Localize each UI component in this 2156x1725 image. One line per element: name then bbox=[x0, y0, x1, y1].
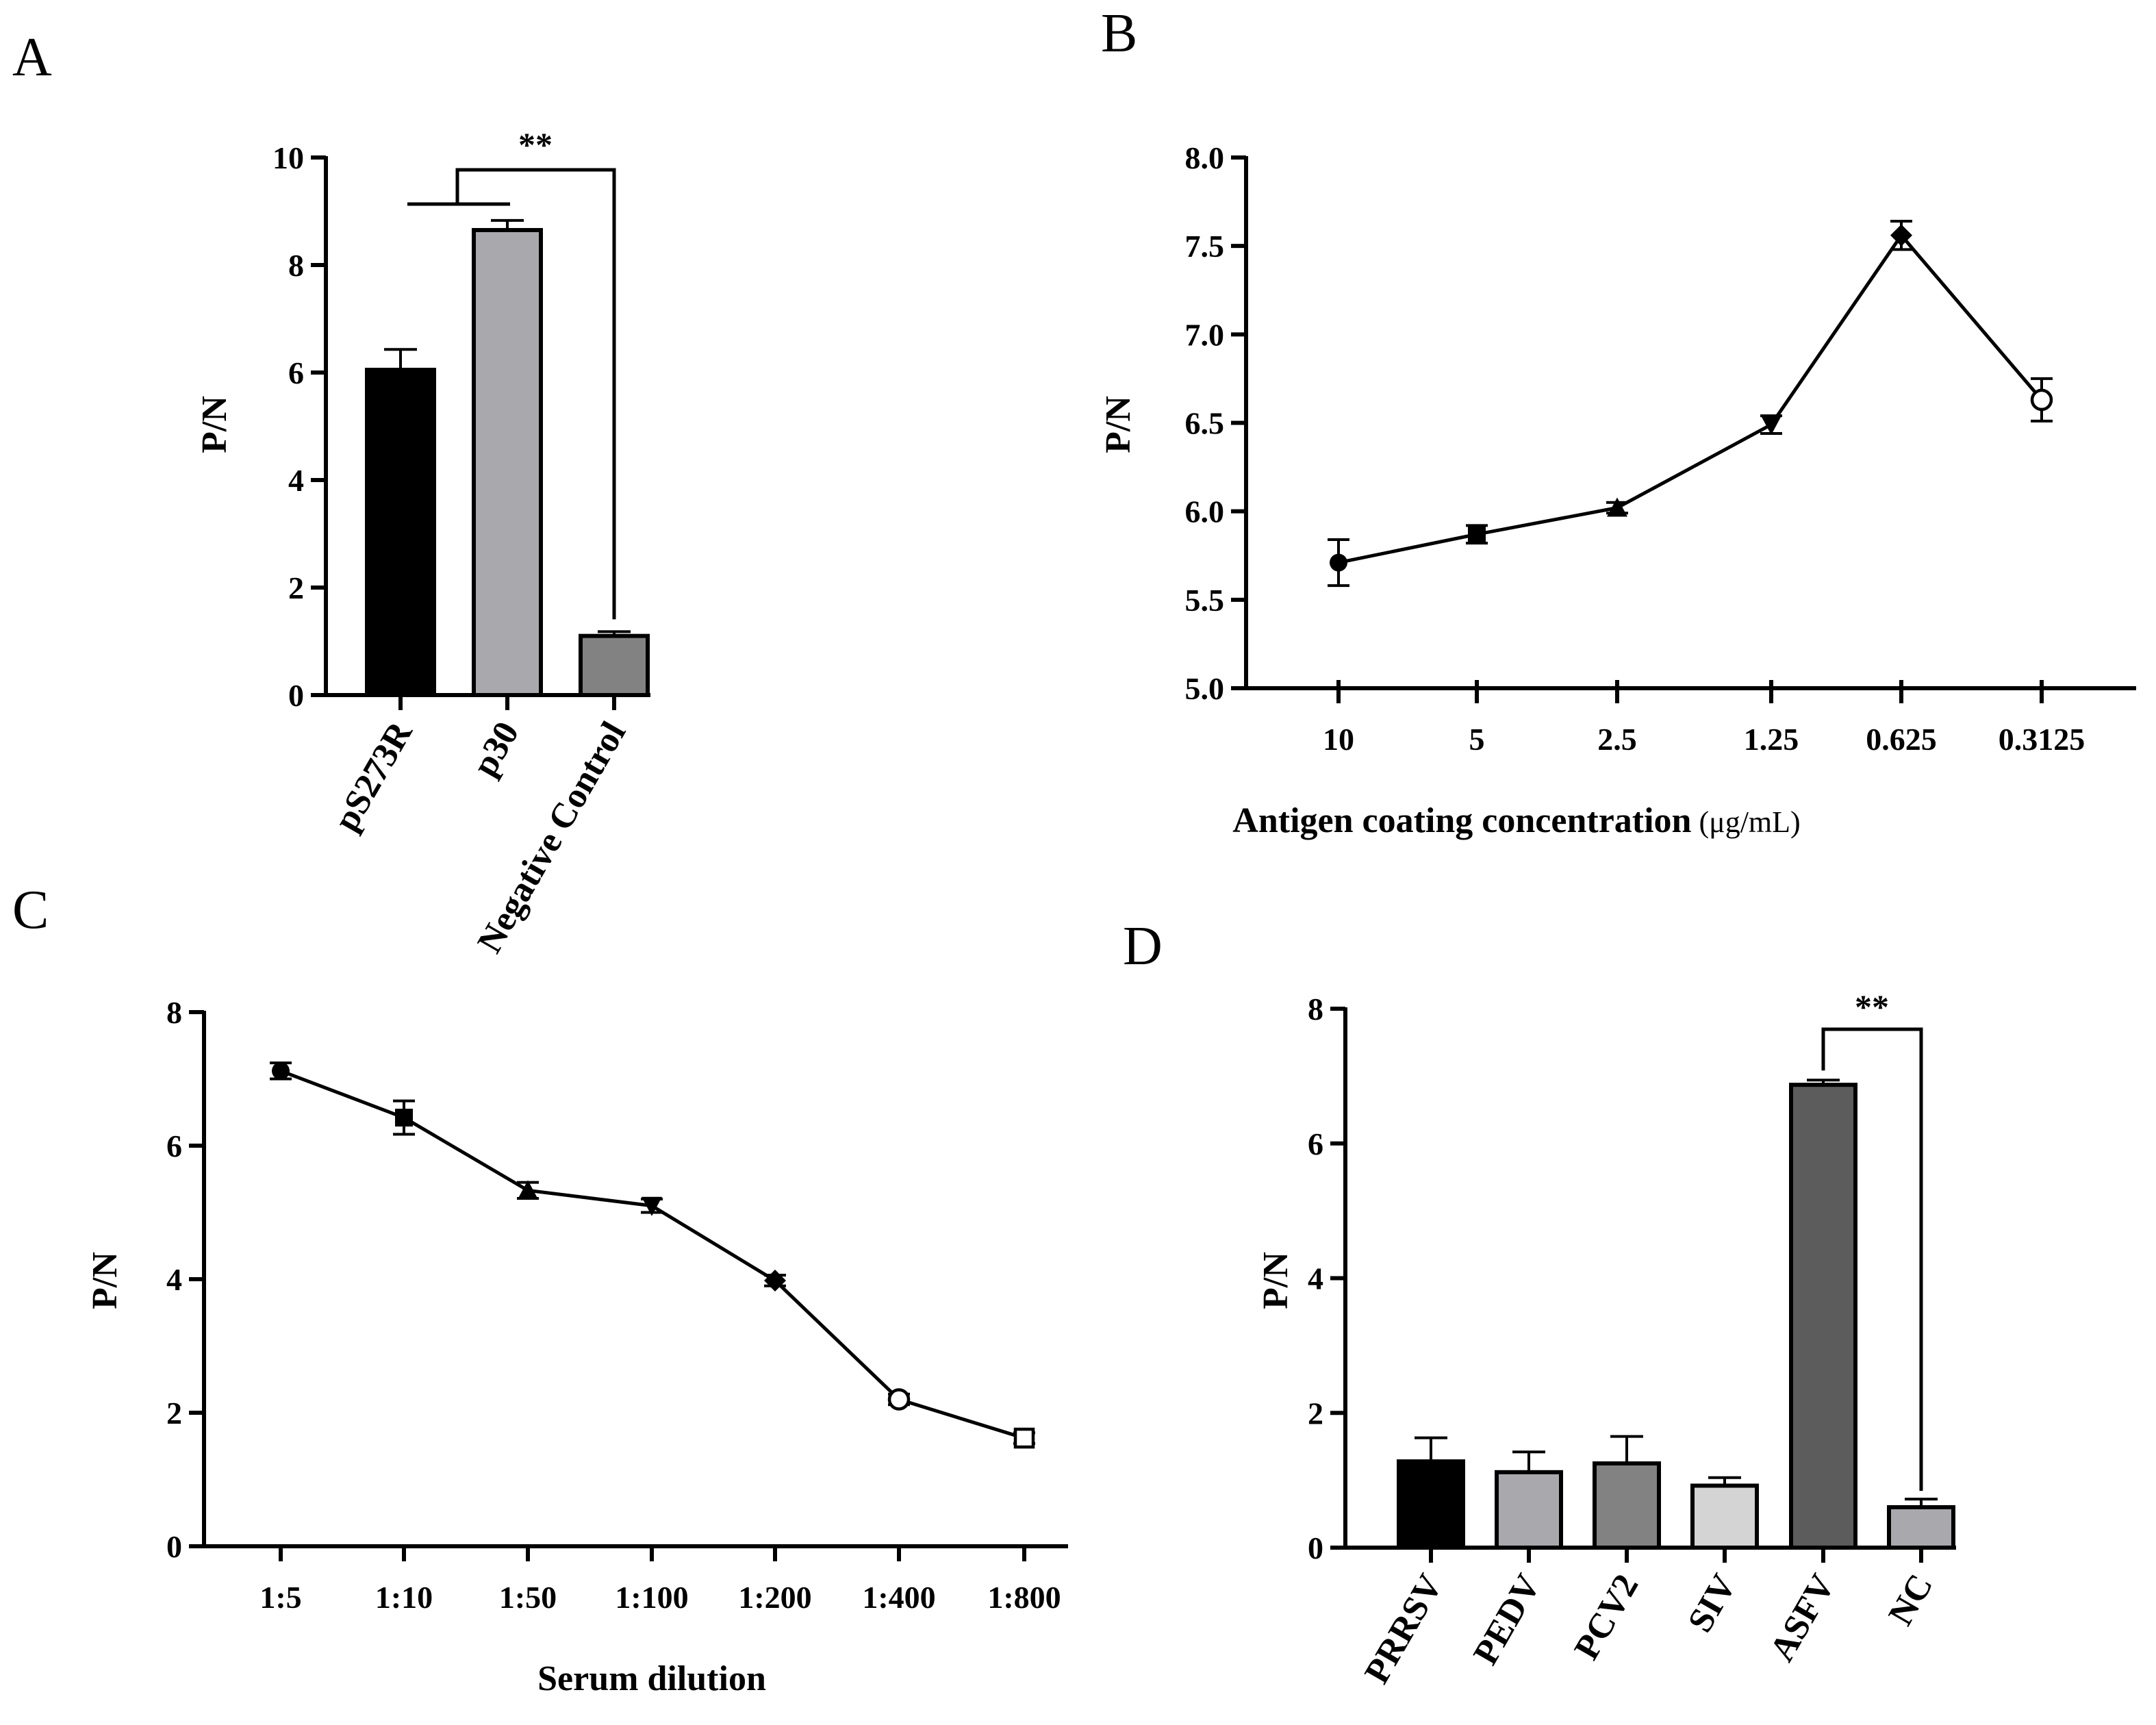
x-tick-label: PRRSV bbox=[1357, 1568, 1450, 1691]
marker-open-circle bbox=[2030, 388, 2053, 412]
y-tick-label: 6.0 bbox=[1185, 494, 1225, 529]
x-tick-label: pS273R bbox=[327, 714, 420, 838]
y-tick-label: 0 bbox=[288, 678, 304, 713]
y-tick-label: 4 bbox=[166, 1262, 182, 1297]
x-tick-label: 1:400 bbox=[862, 1580, 935, 1615]
significance-bracket bbox=[455, 168, 616, 620]
y-tick-label: 5.0 bbox=[1185, 671, 1225, 706]
marker-triangle-up bbox=[1607, 497, 1627, 517]
marker-diamond bbox=[1890, 224, 1912, 247]
bar bbox=[579, 633, 650, 698]
x-tick-label: 1:800 bbox=[987, 1580, 1061, 1615]
bar bbox=[1495, 1470, 1563, 1550]
marker-diamond bbox=[764, 1269, 786, 1292]
y-axis-title: P/N bbox=[1256, 1252, 1295, 1309]
x-tick-label: 10 bbox=[1323, 722, 1354, 757]
bar bbox=[1397, 1459, 1465, 1550]
x-tick-label: ASFV bbox=[1762, 1568, 1842, 1668]
y-tick-label: 5.5 bbox=[1185, 583, 1225, 618]
significance-bracket bbox=[1821, 1027, 1923, 1491]
y-tick-label: 7.5 bbox=[1185, 229, 1225, 264]
x-tick-label: 1.25 bbox=[1744, 722, 1799, 757]
x-tick-label: 5 bbox=[1469, 722, 1485, 757]
marker-triangle-up bbox=[518, 1180, 538, 1200]
y-tick-label: 10 bbox=[272, 140, 304, 175]
panel-b-chart: 5.0 5.5 6.0 6.5 7.0 7.5 8.0 P/N 10 5 2.5 1.25 0.625 0… bbox=[1099, 140, 2136, 840]
y-tick-label: 2 bbox=[1308, 1396, 1323, 1431]
bar bbox=[1593, 1461, 1661, 1550]
x-tick-label: 1:100 bbox=[615, 1580, 688, 1615]
marker-square bbox=[1468, 525, 1486, 544]
x-axis-title-unit: (μg/mL) bbox=[1691, 805, 1800, 839]
y-tick-label: 6 bbox=[288, 355, 304, 390]
x-tick-label: 0.625 bbox=[1866, 722, 1937, 757]
x-tick-label: 1:200 bbox=[738, 1580, 811, 1615]
significance-label: ** bbox=[518, 125, 553, 164]
y-tick-label: 4 bbox=[288, 463, 304, 498]
bar bbox=[472, 227, 543, 698]
y-tick-label: 2 bbox=[288, 570, 304, 605]
x-axis-title: Serum dilution bbox=[537, 1659, 766, 1698]
x-tick-label: PCV2 bbox=[1567, 1568, 1647, 1667]
panel-d-chart: 0 2 4 6 8 P/N PRRSV PEDV PCV2 SIV ASFV NC ** bbox=[1256, 987, 1956, 1690]
x-tick-label: PEDV bbox=[1466, 1568, 1548, 1672]
bar bbox=[1789, 1083, 1857, 1550]
marker-open-circle bbox=[887, 1388, 911, 1411]
panel-label-c: C bbox=[12, 880, 49, 940]
x-tick-label: 1:10 bbox=[375, 1580, 433, 1615]
marker-triangle-down bbox=[1761, 416, 1781, 436]
y-axis-title: P/N bbox=[86, 1252, 125, 1309]
y-axis-title: P/N bbox=[1099, 396, 1138, 453]
y-tick-label: 6 bbox=[1308, 1126, 1323, 1161]
x-axis-title-text: Antigen coating concentration bbox=[1232, 801, 1691, 840]
marker-triangle-down bbox=[642, 1196, 662, 1216]
series-line bbox=[280, 1069, 1025, 1440]
x-tick-label: NC bbox=[1881, 1568, 1940, 1633]
x-tick-label: 1:5 bbox=[259, 1580, 301, 1615]
bar bbox=[365, 368, 436, 697]
x-tick-label: p30 bbox=[466, 716, 527, 783]
y-tick-label: 8 bbox=[166, 995, 182, 1030]
y-tick-label: 0 bbox=[1308, 1531, 1323, 1565]
panel-c-chart: 0 2 4 6 8 P/N 1:5 1:10 1:50 1:100 1:200 1:400 1:800 S… bbox=[86, 995, 1068, 1698]
y-tick-label: 8.0 bbox=[1185, 140, 1225, 175]
y-tick-label: 8 bbox=[288, 248, 304, 283]
y-tick-label: 7.0 bbox=[1185, 317, 1225, 352]
panel-label-a: A bbox=[12, 27, 52, 88]
y-axis-title: P/N bbox=[195, 396, 234, 453]
bar bbox=[1887, 1504, 1955, 1550]
bar bbox=[1690, 1483, 1759, 1550]
significance-label: ** bbox=[1855, 987, 1889, 1026]
y-tick-label: 2 bbox=[166, 1396, 182, 1431]
y-tick-label: 6 bbox=[166, 1129, 182, 1163]
marker-open-square bbox=[1013, 1427, 1035, 1449]
x-tick-label: 2.5 bbox=[1597, 722, 1637, 757]
x-tick-label: SIV bbox=[1681, 1568, 1745, 1639]
y-tick-label: 0 bbox=[166, 1529, 182, 1564]
series-line bbox=[1338, 234, 2043, 565]
y-tick-label: 4 bbox=[1308, 1261, 1323, 1296]
panel-label-b: B bbox=[1101, 3, 1137, 64]
marker-square bbox=[395, 1109, 413, 1127]
x-tick-label: 0.3125 bbox=[1999, 722, 2085, 757]
y-tick-label: 6.5 bbox=[1185, 406, 1225, 441]
panel-label-d: D bbox=[1123, 916, 1163, 977]
marker-circle bbox=[272, 1061, 290, 1080]
x-tick-label: 1:50 bbox=[499, 1580, 557, 1615]
y-tick-label: 8 bbox=[1308, 992, 1323, 1027]
marker-circle bbox=[1330, 553, 1347, 572]
x-axis-title: Antigen coating concentration (μg/mL) bbox=[1232, 801, 1800, 840]
